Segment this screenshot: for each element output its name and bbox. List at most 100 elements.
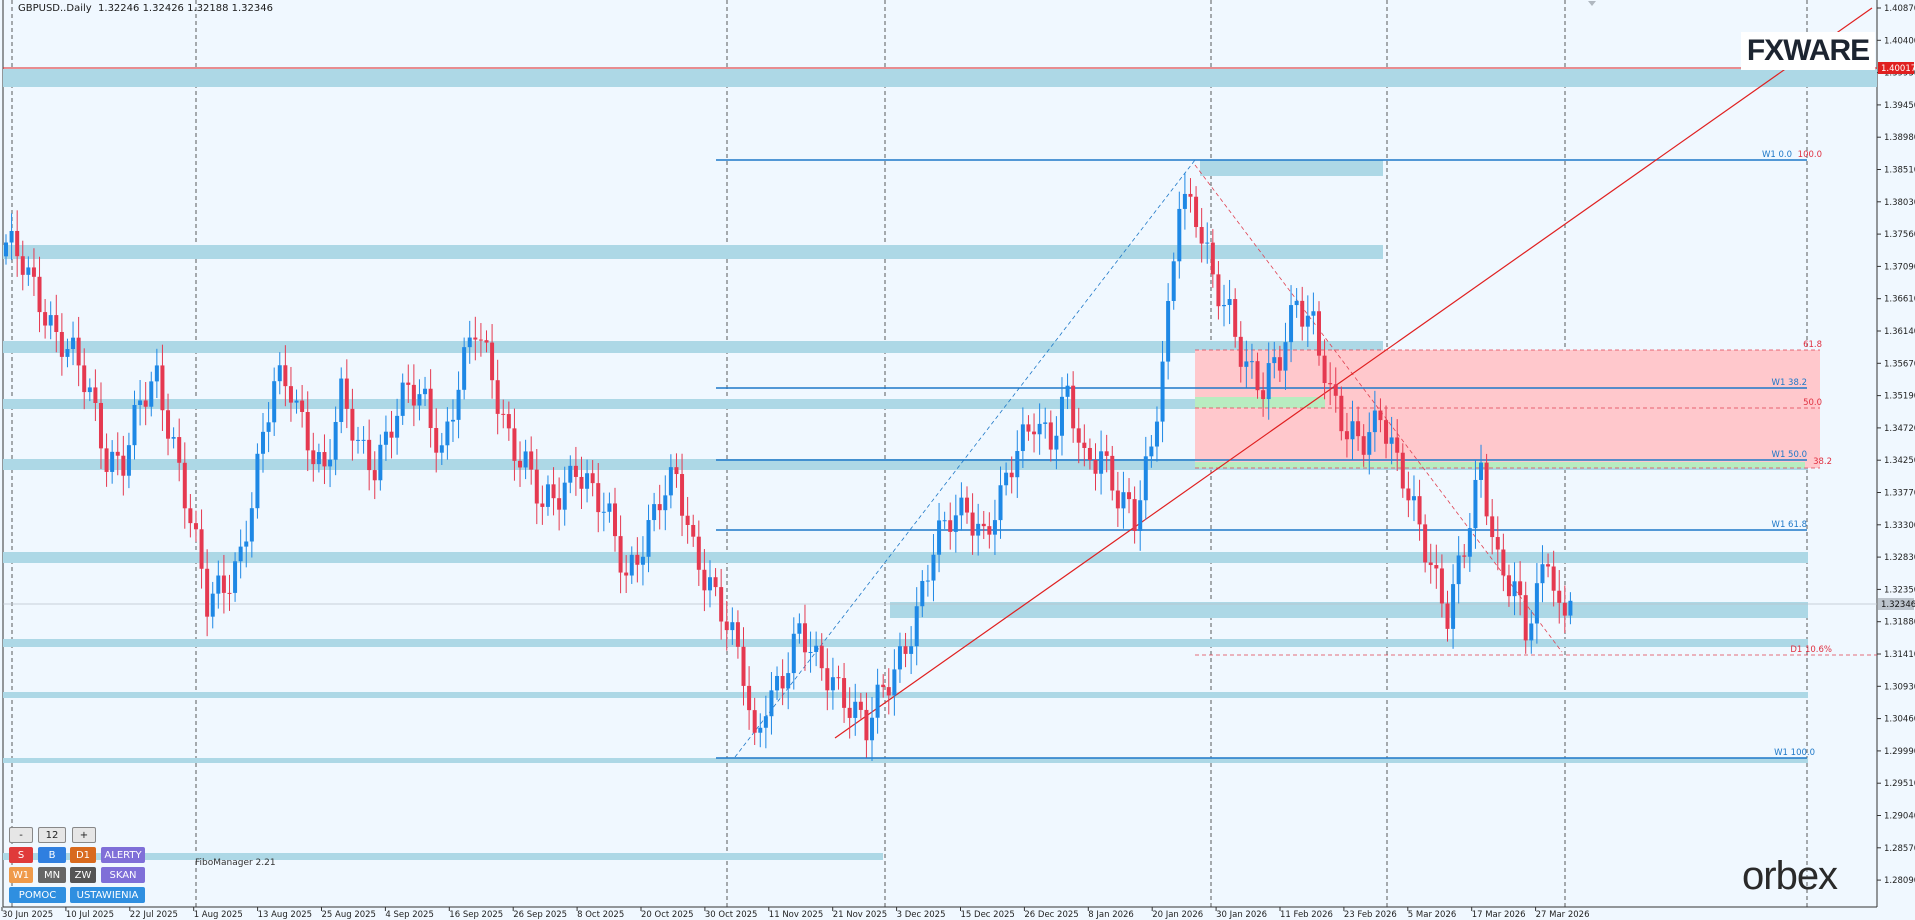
candle-body xyxy=(1445,603,1450,629)
candle-body xyxy=(294,400,299,403)
candle xyxy=(1227,279,1232,325)
candle xyxy=(758,713,763,748)
candle-body xyxy=(1384,420,1389,444)
candle xyxy=(1462,544,1467,569)
candle xyxy=(830,657,835,710)
candle xyxy=(1356,406,1361,451)
candle-body xyxy=(249,508,254,542)
sell-button[interactable]: S xyxy=(9,847,33,863)
candle-body xyxy=(847,707,852,718)
candle-body xyxy=(741,646,746,686)
candle-body xyxy=(1087,447,1092,461)
current-price-tag xyxy=(1878,598,1914,610)
candle xyxy=(953,494,958,553)
candle xyxy=(713,568,718,597)
help-button[interactable]: POMOC xyxy=(9,887,66,903)
time-tick-label: 4 Sep 2025 xyxy=(385,910,433,920)
candle-body xyxy=(1076,428,1081,443)
sr-zone xyxy=(3,692,1808,698)
candle xyxy=(1054,416,1059,470)
candle-body xyxy=(367,439,372,471)
candle-body xyxy=(640,556,645,565)
candle-body xyxy=(428,388,433,429)
candle-body xyxy=(1568,600,1573,616)
candle-body xyxy=(976,523,981,536)
candle-body xyxy=(1439,568,1444,604)
candle-body xyxy=(138,400,143,405)
indicator-label: FiboManager 2.21 xyxy=(195,858,276,868)
candle xyxy=(914,587,919,666)
candle-body xyxy=(987,526,992,535)
time-tick-label: 10 Jul 2025 xyxy=(66,910,114,920)
candle-body xyxy=(573,465,578,477)
alerts-button[interactable]: ALERTY xyxy=(101,847,145,863)
candle xyxy=(1372,390,1377,452)
price-tick-label: 1.38510 xyxy=(1884,166,1915,176)
candle xyxy=(540,485,545,525)
candle-body xyxy=(892,669,897,696)
candle-body xyxy=(1389,437,1394,444)
price-tick-label: 1.32830 xyxy=(1884,553,1915,563)
candle xyxy=(814,631,819,667)
candle xyxy=(1456,536,1461,604)
candle-body xyxy=(1523,595,1528,641)
timeframe-d1-button[interactable]: D1 xyxy=(70,847,96,863)
timeframe-w1-button[interactable]: W1 xyxy=(9,867,33,883)
candle-body xyxy=(1300,300,1305,327)
candle-body xyxy=(1104,451,1109,456)
candle-body xyxy=(1551,566,1556,591)
candle xyxy=(769,672,774,735)
time-tick-label: 3 Dec 2025 xyxy=(897,910,946,920)
candle xyxy=(1501,533,1506,592)
candle xyxy=(417,379,422,421)
candle-body xyxy=(1210,242,1215,275)
price-axis: 1.408701.404001.399301.394501.389801.385… xyxy=(1877,4,1915,886)
time-tick-label: 13 Aug 2025 xyxy=(258,910,312,920)
candle xyxy=(585,459,590,503)
candle xyxy=(311,432,316,482)
candle-body xyxy=(808,651,813,653)
candle xyxy=(383,415,388,461)
candle xyxy=(255,443,260,519)
candle xyxy=(1177,191,1182,279)
candle xyxy=(663,475,668,531)
candle-body xyxy=(1322,355,1327,384)
fib-label: 61.8 xyxy=(1803,340,1822,350)
candle xyxy=(439,432,444,466)
candle-body xyxy=(339,378,344,422)
candle xyxy=(920,570,925,618)
candle xyxy=(763,695,768,749)
timeframe-mn-button[interactable]: MN xyxy=(38,867,66,883)
time-axis: 30 Jun 2025 10 Jul 2025 22 Jul 2025 1 Aug 2… xyxy=(1,907,1589,920)
price-tick-label: 1.37090 xyxy=(1884,262,1915,272)
candle-body xyxy=(903,646,908,654)
decrease-button[interactable]: - xyxy=(9,827,33,843)
buy-button[interactable]: B xyxy=(38,847,66,863)
candle xyxy=(629,546,634,584)
candle xyxy=(93,369,98,422)
candle xyxy=(15,210,20,277)
candle xyxy=(355,426,360,454)
candle xyxy=(1529,610,1534,654)
settings-button[interactable]: USTAWIENIA xyxy=(70,887,145,903)
candle-body xyxy=(752,710,757,733)
candle xyxy=(562,466,567,526)
candle xyxy=(1568,592,1573,625)
time-tick-label: 20 Jan 2026 xyxy=(1152,910,1203,920)
candle-body xyxy=(389,431,394,438)
candle-body xyxy=(143,400,148,407)
lot-value-field[interactable]: 12 xyxy=(38,827,66,843)
candle-body xyxy=(1015,451,1020,478)
candle-body xyxy=(48,315,53,326)
candle-body xyxy=(652,504,657,521)
price-tick-label: 1.34250 xyxy=(1884,456,1915,466)
candle xyxy=(1428,543,1433,584)
candle-body xyxy=(607,503,612,512)
increase-button[interactable]: + xyxy=(72,827,96,843)
zw-button[interactable]: ZW xyxy=(70,867,96,883)
candle xyxy=(557,477,562,531)
scan-button[interactable]: SKAN xyxy=(101,867,145,883)
chart-shift-marker[interactable] xyxy=(1588,1,1596,6)
candle xyxy=(987,512,992,549)
